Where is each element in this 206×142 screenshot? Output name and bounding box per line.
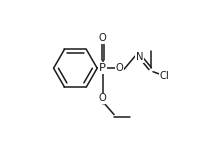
Text: P: P [99, 63, 106, 73]
Text: O: O [115, 63, 123, 73]
Text: Cl: Cl [159, 71, 169, 81]
Text: O: O [98, 33, 106, 43]
Text: N: N [135, 52, 142, 62]
Text: O: O [98, 93, 106, 103]
